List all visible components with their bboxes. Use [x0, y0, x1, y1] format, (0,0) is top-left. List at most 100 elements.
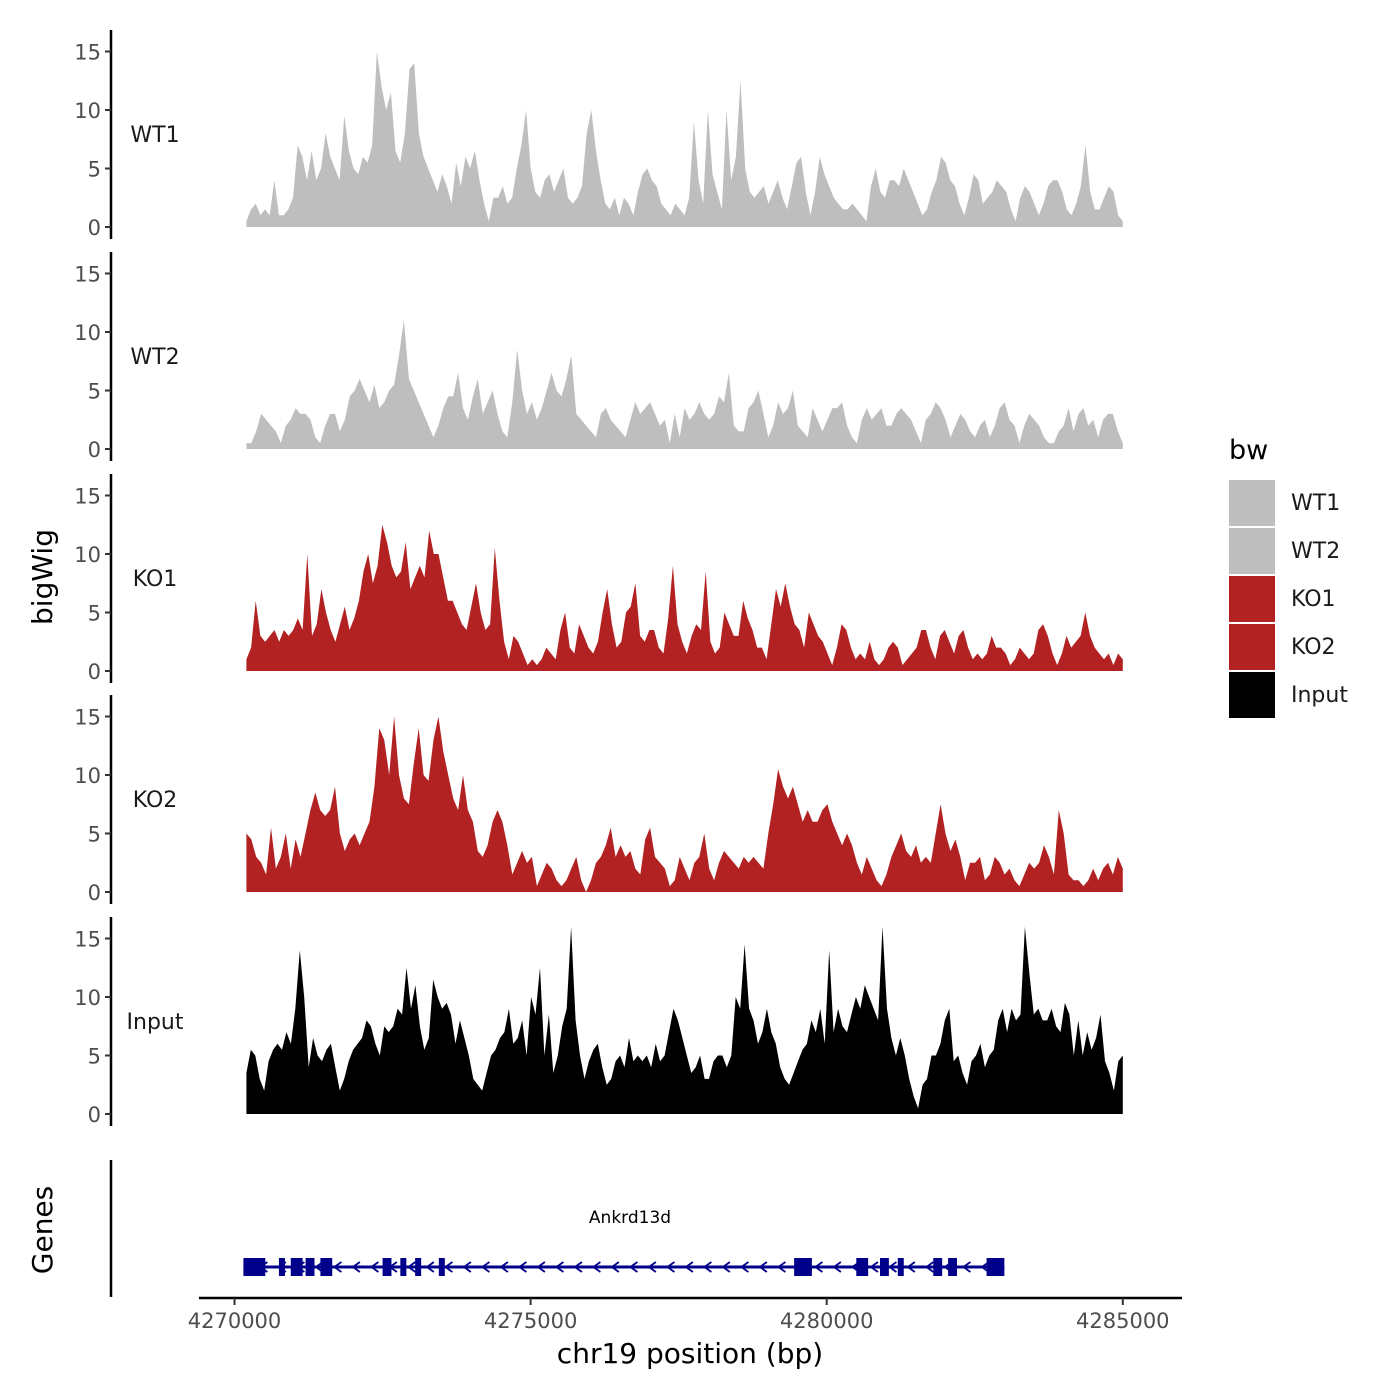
track-label: WT1 [130, 123, 179, 148]
y-tick-label: 5 [88, 158, 101, 182]
y-tick-label: 15 [74, 41, 101, 65]
strand-arrow-icon [499, 1261, 509, 1273]
y-tick-label: 0 [88, 216, 101, 240]
y-tick-label: 5 [88, 380, 101, 404]
x-tick-label: 4270000 [188, 1309, 282, 1333]
y-tick-label: 10 [74, 764, 101, 788]
track-panel-input: 0 5 10 15 Input [74, 917, 1123, 1127]
x-axis-title: chr19 position (bp) [557, 1337, 823, 1370]
strand-arrow-icon [721, 1261, 731, 1273]
strand-arrow-icon [980, 1261, 990, 1273]
legend-label: WT1 [1291, 491, 1340, 516]
strand-arrow-icon [739, 1261, 749, 1273]
strand-arrow-icon [554, 1261, 564, 1273]
legend-key-ko1 [1229, 576, 1275, 622]
y-tick-label: 15 [74, 485, 101, 509]
legend-key-wt2 [1229, 528, 1275, 574]
track-label: KO1 [133, 567, 178, 592]
y-tick-label: 10 [74, 99, 101, 123]
strand-arrow-icon [665, 1261, 675, 1273]
coverage-area-ko1 [246, 524, 1123, 671]
strand-arrow-icon [924, 1261, 934, 1273]
coverage-area-ko2 [246, 716, 1123, 892]
y-tick-label: 5 [88, 602, 101, 626]
gene-exon [948, 1258, 957, 1276]
y-tick-label: 0 [88, 438, 101, 462]
gene-exon [305, 1258, 315, 1276]
gene-exon [320, 1258, 333, 1276]
strand-arrow-icon [443, 1261, 453, 1273]
strand-arrow-icon [462, 1261, 472, 1273]
gene-exon [986, 1258, 1005, 1276]
gene-exon [879, 1258, 889, 1276]
strand-arrow-icon [887, 1261, 897, 1273]
x-tick-label: 4280000 [780, 1309, 874, 1333]
strand-arrow-icon [369, 1261, 379, 1273]
strand-arrow-icon [647, 1261, 657, 1273]
legend-label: KO2 [1291, 635, 1336, 660]
y-tick-label: 15 [74, 706, 101, 730]
y-tick-label: 5 [88, 1045, 101, 1069]
gene-exon [382, 1258, 392, 1276]
legend: bw WT1 WT2 KO1 KO2 Input [1229, 435, 1348, 718]
track-panel-wt2: 0 5 10 15 WT2 [74, 252, 1123, 462]
gene-exon [278, 1258, 285, 1276]
legend-label: KO1 [1291, 587, 1336, 612]
gene-model [243, 1258, 1005, 1276]
strand-arrow-icon [869, 1261, 879, 1273]
gene-track-label: Genes [26, 1186, 59, 1274]
strand-arrow-icon [332, 1261, 342, 1273]
legend-label: Input [1291, 683, 1348, 708]
y-axis-title: bigWig [26, 529, 59, 625]
strand-arrow-icon [351, 1261, 361, 1273]
gene-exon [400, 1258, 407, 1276]
coverage-area-wt1 [246, 51, 1123, 227]
x-tick-label: 4285000 [1076, 1309, 1170, 1333]
track-panel-wt1: 0 5 10 15 WT1 [74, 30, 1123, 240]
strand-arrow-icon [406, 1261, 416, 1273]
legend-key-ko2 [1229, 624, 1275, 670]
x-axis: chr19 position (bp) 4270000 4275000 428000… [188, 1296, 1182, 1370]
y-tick-label: 15 [74, 928, 101, 952]
legend-label: WT2 [1291, 539, 1340, 564]
strand-arrow-icon [425, 1261, 435, 1273]
track-label: KO2 [133, 788, 178, 813]
strand-arrow-icon [573, 1261, 583, 1273]
strand-arrow-icon [517, 1261, 527, 1273]
legend-key-wt1 [1229, 480, 1275, 526]
coverage-area-wt2 [246, 320, 1123, 449]
gene-exon [856, 1258, 869, 1276]
strand-arrow-icon [906, 1261, 916, 1273]
strand-arrow-icon [758, 1261, 768, 1273]
strand-arrow-icon [610, 1261, 620, 1273]
gene-exon [243, 1258, 266, 1276]
strand-arrow-icon [591, 1261, 601, 1273]
strand-arrow-icon [628, 1261, 638, 1273]
y-tick-label: 15 [74, 263, 101, 287]
y-tick-label: 0 [88, 881, 101, 905]
track-panel-ko1: 0 5 10 15 KO1 [74, 474, 1123, 684]
strand-arrow-icon [961, 1261, 971, 1273]
x-tick-label: 4275000 [484, 1309, 578, 1333]
track-label: Input [127, 1010, 184, 1035]
strand-arrow-icon [832, 1261, 842, 1273]
gene-track: Genes Ankrd13d [26, 1160, 1005, 1297]
track-panels: 0 5 10 15 WT1 0 5 10 15 WT2 0 5 10 15 KO1 0 5 10 15 KO2 0 5 10… [74, 30, 1123, 1127]
coverage-area-input [246, 926, 1123, 1114]
strand-arrow-icon [536, 1261, 546, 1273]
y-tick-label: 10 [74, 543, 101, 567]
strand-arrow-icon [480, 1261, 490, 1273]
strand-arrow-icon [776, 1261, 786, 1273]
track-label: WT2 [130, 345, 179, 370]
track-panel-ko2: 0 5 10 15 KO2 [74, 695, 1123, 905]
strand-arrow-icon [684, 1261, 694, 1273]
y-tick-label: 10 [74, 986, 101, 1010]
gene-exon [415, 1258, 422, 1276]
gene-exon [794, 1258, 812, 1276]
y-tick-label: 0 [88, 1103, 101, 1127]
gene-exon [897, 1258, 904, 1276]
gene-exon [438, 1258, 445, 1276]
legend-title: bw [1229, 435, 1268, 466]
gene-exon [933, 1258, 943, 1276]
